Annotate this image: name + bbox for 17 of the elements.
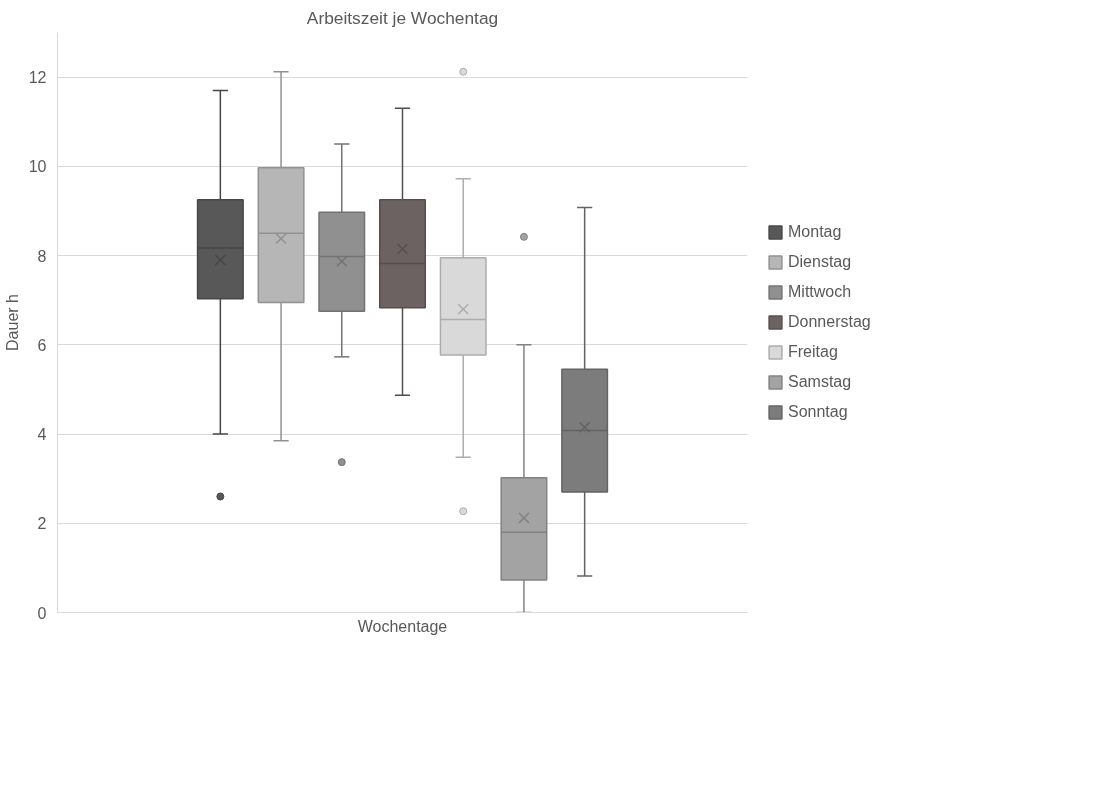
legend-label: Freitag — [788, 343, 838, 361]
legend-label: Mittwoch — [788, 283, 852, 301]
legend-label: Dienstag — [788, 253, 852, 271]
x-axis-title: Wochentage — [357, 617, 448, 635]
y-tick-label: 10 — [28, 158, 47, 176]
y-tick-label: 2 — [37, 515, 47, 533]
y-tick-label: 8 — [37, 247, 47, 265]
legend-label: Sonntag — [788, 403, 848, 421]
y-tick-label: 0 — [37, 604, 47, 622]
legend-label: Samstag — [788, 373, 852, 391]
y-axis-title: Dauer h — [3, 294, 21, 351]
legend-label: Montag — [788, 223, 842, 241]
y-tick-label: 12 — [28, 69, 47, 87]
chart-title: Arbeitszeit je Wochentag — [306, 7, 499, 28]
y-tick-label: 4 — [37, 426, 47, 444]
y-tick-label: 6 — [37, 336, 47, 354]
legend-label: Donnerstag — [788, 313, 871, 331]
